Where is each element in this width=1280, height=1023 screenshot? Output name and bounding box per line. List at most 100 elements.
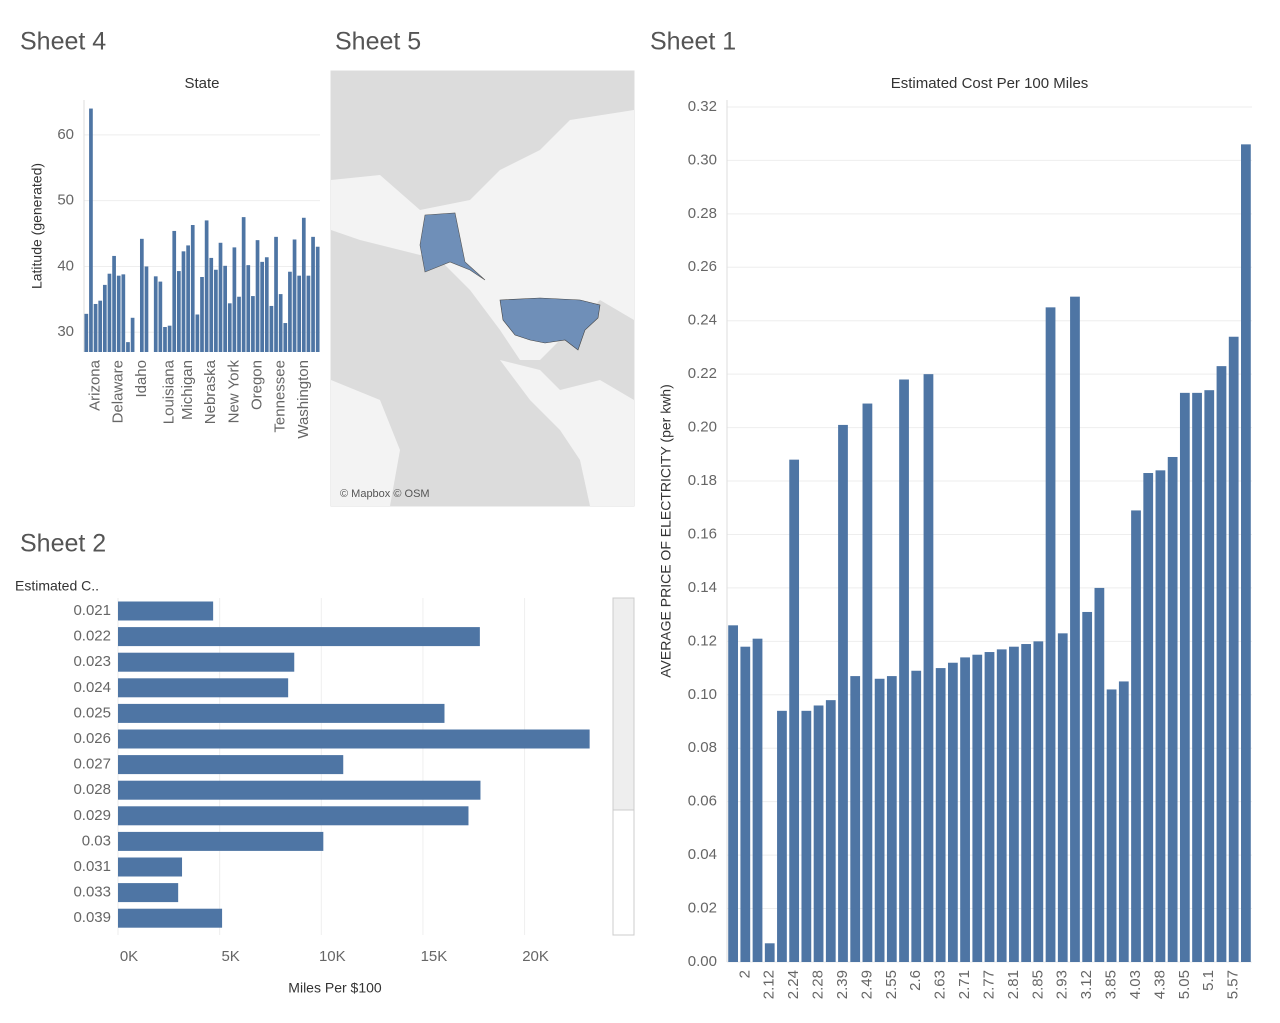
y-tick-label: 0.04 [688,846,717,863]
x-tick-label: 3.85 [1103,970,1120,999]
bar [1155,470,1166,962]
bar [118,831,324,851]
bar [1118,681,1129,962]
bar [911,670,922,962]
bar [1228,336,1239,963]
bar [764,943,775,962]
bar [984,652,995,962]
y-tick-label: 0.027 [73,756,111,773]
bar [112,255,116,352]
y-tick-label: 0.14 [688,579,717,596]
chart-title: State [184,75,219,92]
bar [118,601,214,621]
bar [98,300,103,352]
y-tick-label: 0.26 [688,258,717,275]
bar [118,780,481,800]
bar [260,261,265,352]
bar [301,217,306,352]
map[interactable]: © Mapbox © OSM [330,70,635,507]
bar [251,296,255,352]
bar [264,257,269,352]
bar [209,257,214,352]
x-tick-label: 4.03 [1127,970,1144,999]
x-tick-label: 2.93 [1054,970,1071,999]
bar [1204,390,1215,963]
bar [118,806,469,826]
x-tick-label: Nebraska [202,359,219,424]
bar [102,284,107,352]
bar [850,676,861,962]
x-tick-label: 2.6 [907,970,924,991]
bar [315,246,320,352]
x-tick-label: Arizona [87,359,104,411]
bar [167,325,172,352]
y-tick-label: 0.029 [73,807,111,824]
bar [311,236,315,352]
bar [1082,611,1093,962]
x-tick-label: Michigan [179,360,196,420]
bar [874,678,885,962]
bar [218,242,223,352]
bar [1106,689,1117,962]
y-axis-label: Estimated C.. [15,578,99,594]
bar [292,239,297,352]
alaska [419,212,486,281]
y-tick-label: 0.16 [688,525,717,542]
bar [163,326,167,352]
bar [1216,366,1227,963]
y-tick-label: 0.021 [73,602,111,619]
y-tick-label: 0.025 [73,704,111,721]
bar [195,314,200,352]
x-axis-label: Miles Per $100 [288,980,382,996]
y-tick-label: 0.023 [73,653,111,670]
bar [93,303,98,352]
bar [130,317,135,352]
bar [996,649,1007,962]
bar [923,374,934,963]
bar [214,269,218,352]
bar [118,678,289,698]
y-axis-label: AVERAGE PRICE OF ELECTRICITY (per kwh) [658,384,674,678]
bar [777,710,787,962]
map-attribution: © Mapbox © OSM [340,488,430,500]
bar [107,273,112,352]
x-tick-label: 0K [120,948,138,965]
sheet-title: Sheet 4 [20,28,106,56]
y-tick-label: 0.039 [73,909,111,926]
x-tick-label: Tennessee [272,360,289,433]
bar [886,676,897,962]
y-tick-label: 0.28 [688,205,717,222]
bar [935,668,946,962]
bar [306,275,311,352]
bar [740,646,751,962]
bar [172,230,177,352]
x-tick-label: 2.12 [761,970,778,999]
bar [862,403,873,962]
scrollbar-thumb[interactable] [612,597,635,811]
y-tick-label: 0.24 [688,312,717,329]
sheet-title: Sheet 1 [650,28,736,56]
bar [118,627,480,647]
y-tick-label: 0.20 [688,419,717,436]
bar [288,271,292,352]
bar [237,296,241,352]
y-tick-label: 0.06 [688,793,717,810]
x-tick-label: 2.39 [834,970,851,999]
x-tick-label: Idaho [133,360,150,398]
y-tick-label: 60 [57,126,74,143]
bar [241,217,246,352]
x-tick-label: 2.77 [980,970,997,999]
bar [255,240,260,352]
x-tick-label: 2 [736,970,753,978]
land [331,380,400,506]
y-axis-label: Latitude (generated) [29,163,45,289]
bar [144,266,149,352]
x-tick-label: 5.05 [1176,970,1193,999]
y-tick-label: 0.028 [73,781,111,798]
bar [1057,633,1068,962]
bar [274,236,278,352]
bar [1143,473,1154,962]
bar [181,251,186,352]
bar [1009,646,1019,962]
